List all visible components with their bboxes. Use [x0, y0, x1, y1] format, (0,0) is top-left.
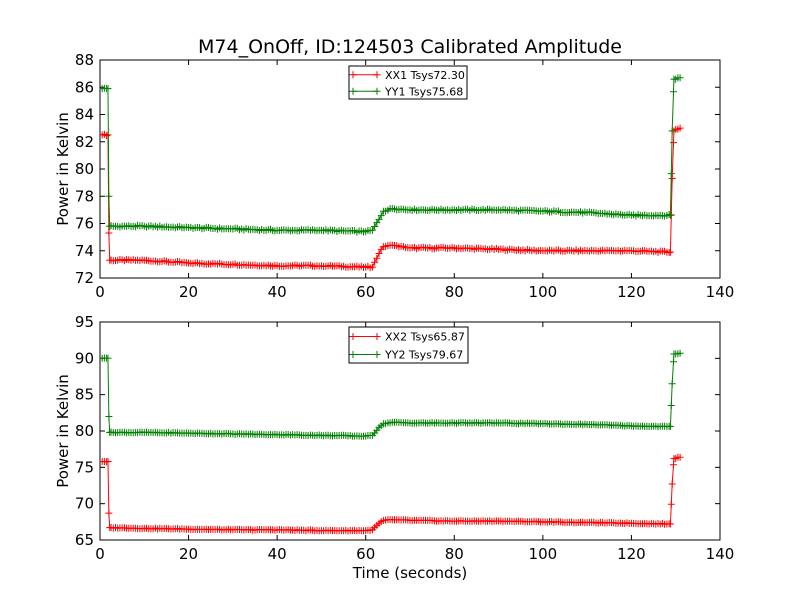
x-tick-label: 80: [445, 283, 464, 301]
x-tick-label: 140: [706, 545, 735, 563]
legend-marker: [373, 87, 381, 95]
series-markers: [100, 349, 684, 440]
x-tick-label: 100: [529, 545, 558, 563]
series-markers: [100, 124, 684, 272]
legend-label: YY1 Tsys75.68: [384, 85, 463, 98]
y-tick-label: 80: [75, 160, 94, 178]
legend-marker: [349, 351, 357, 358]
y-tick-label: 84: [75, 106, 94, 124]
x-tick-label: 120: [617, 545, 646, 563]
legend-marker: [373, 333, 381, 340]
y-tick-label: 82: [75, 133, 94, 151]
y-tick-label: 85: [75, 386, 94, 404]
legend-marker: [373, 71, 381, 79]
y-tick-label: 65: [75, 531, 94, 549]
x-tick-label: 0: [95, 283, 105, 301]
y-tick-label: 76: [75, 215, 94, 233]
legend-label: XX1 Tsys72.30: [385, 69, 465, 82]
legend-marker: [373, 351, 381, 358]
y-tick-label: 95: [75, 313, 94, 331]
series-markers: [100, 74, 684, 236]
series-markers: [100, 453, 684, 535]
legend-marker: [349, 71, 357, 79]
bottom-panel: 0 20 40 60 80 100 120 140 65 70 75 80 85 90 95 Power in…: [54, 313, 734, 563]
y-tick-label: 88: [75, 51, 94, 69]
x-tick-label: 20: [179, 283, 198, 301]
x-tick-label: 120: [617, 283, 646, 301]
y-tick-label: 74: [75, 242, 94, 260]
legend: XX1 Tsys72.30 YY1 Tsys75.68: [348, 65, 468, 100]
chart-title: M74_OnOff, ID:124503 Calibrated Amplitud…: [198, 36, 622, 58]
x-tick-label: 40: [268, 283, 287, 301]
series-yy2: [100, 349, 684, 440]
x-tick-label: 40: [268, 545, 287, 563]
x-tick-label: 0: [95, 545, 105, 563]
y-axis-label: Power in Kelvin: [54, 374, 72, 488]
legend-marker: [349, 333, 357, 340]
x-tick-label: 80: [445, 545, 464, 563]
series-xx1: [100, 124, 684, 272]
y-tick-label: 70: [75, 495, 94, 513]
legend-label: YY2 Tsys79.67: [384, 349, 463, 362]
x-tick-label: 60: [356, 545, 375, 563]
legend: XX2 Tsys65.87 YY2 Tsys79.67: [348, 326, 469, 364]
y-tick-label: 86: [75, 78, 94, 96]
x-tick-label: 140: [706, 283, 735, 301]
legend-marker: [349, 87, 357, 95]
legend-label: XX2 Tsys65.87: [385, 331, 465, 344]
top-panel: 0 20 40 60 80 100 120 140 72 74 76 78 80 82 84 86 88 Powe…: [54, 51, 734, 301]
x-axis-label: Time (seconds): [352, 564, 468, 582]
series-yy1: [100, 74, 684, 236]
y-tick-label: 80: [75, 422, 94, 440]
y-tick-label: 90: [75, 349, 94, 367]
x-tick-label: 100: [529, 283, 558, 301]
y-tick-label: 72: [75, 269, 94, 287]
x-tick-label: 20: [179, 545, 198, 563]
y-tick-label: 75: [75, 458, 94, 476]
series-xx2: [100, 453, 684, 535]
x-tick-label: 60: [356, 283, 375, 301]
y-tick-label: 78: [75, 187, 94, 205]
y-axis-label: Power in Kelvin: [54, 112, 72, 226]
